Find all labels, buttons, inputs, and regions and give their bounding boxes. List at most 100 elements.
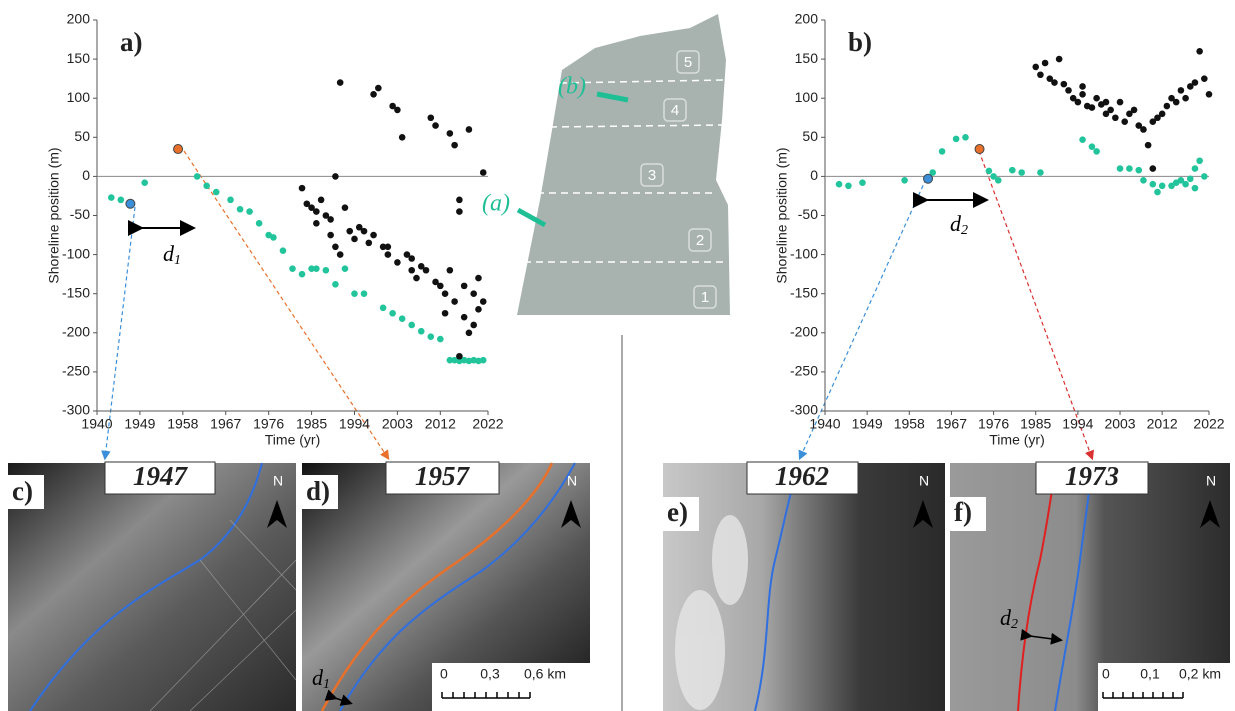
point xyxy=(465,126,473,133)
photo-f: N f) 1973 d2 0 0,1 0,2 km xyxy=(950,461,1230,711)
point xyxy=(952,135,960,143)
zone-label: 5 xyxy=(684,54,692,71)
point xyxy=(322,212,330,219)
x-tick-label: 1994 xyxy=(339,416,370,432)
point xyxy=(1140,126,1147,133)
x-tick-label: 1985 xyxy=(1020,416,1051,432)
y-tick-label: 50 xyxy=(74,128,90,144)
point xyxy=(246,208,253,215)
site-label: (a) xyxy=(482,191,510,217)
point xyxy=(1191,165,1199,172)
point xyxy=(341,265,349,272)
point xyxy=(1182,180,1189,188)
point xyxy=(298,270,306,278)
land xyxy=(517,14,730,315)
y-tick-label: -150 xyxy=(62,284,90,300)
point xyxy=(1102,110,1110,118)
y-tick-label: -200 xyxy=(790,324,818,340)
point xyxy=(236,205,244,213)
point xyxy=(417,263,425,270)
panel-label: a) xyxy=(120,27,143,57)
point xyxy=(1135,166,1143,174)
point xyxy=(212,188,220,196)
point xyxy=(1079,83,1086,90)
point xyxy=(441,309,449,317)
point xyxy=(1079,136,1086,143)
point xyxy=(1144,141,1152,149)
point xyxy=(427,333,435,341)
point xyxy=(475,306,482,313)
point xyxy=(446,356,454,364)
point xyxy=(413,274,420,282)
point xyxy=(990,173,997,180)
zone-label: 3 xyxy=(648,167,656,184)
point xyxy=(1112,114,1119,122)
x-tick-label: 1994 xyxy=(1062,416,1093,432)
site-label: (b) xyxy=(558,74,586,100)
distance-label: d2 xyxy=(1000,605,1018,632)
point xyxy=(1154,188,1161,196)
point xyxy=(479,298,487,305)
point xyxy=(470,290,477,298)
point xyxy=(929,169,937,176)
point xyxy=(125,198,136,209)
point xyxy=(1149,165,1157,172)
y-tick-label: -100 xyxy=(62,245,90,261)
site-marker xyxy=(596,91,629,103)
year-label: 1957 xyxy=(415,461,471,491)
point xyxy=(1088,104,1096,111)
point xyxy=(398,315,406,323)
scale-label: 0 xyxy=(1102,666,1110,682)
panel-label: c) xyxy=(12,476,33,506)
y-tick-label: 200 xyxy=(67,11,91,27)
scale-label: 0,2 km xyxy=(1179,666,1221,682)
point xyxy=(1158,110,1166,118)
point xyxy=(141,179,148,186)
point xyxy=(835,180,843,188)
point xyxy=(384,243,392,251)
point xyxy=(1182,94,1189,102)
point xyxy=(451,141,458,149)
x-tick-label: 1967 xyxy=(936,416,967,432)
point xyxy=(408,321,416,329)
point xyxy=(432,122,439,129)
zone-label: 1 xyxy=(701,289,709,306)
point xyxy=(1018,169,1025,176)
x-tick-label: 1940 xyxy=(81,416,112,432)
point xyxy=(441,290,449,298)
year-label: 1962 xyxy=(775,461,829,491)
panel-label: d) xyxy=(306,476,330,506)
point xyxy=(389,102,396,110)
point xyxy=(1116,98,1124,106)
point xyxy=(1079,90,1086,98)
point xyxy=(456,208,463,215)
point xyxy=(1055,55,1063,63)
point xyxy=(173,144,184,155)
photo-e: N e) 1962 xyxy=(663,461,945,711)
point xyxy=(270,234,277,241)
point xyxy=(1126,110,1133,118)
point xyxy=(117,196,125,204)
x-tick-label: 2003 xyxy=(1104,416,1135,432)
point xyxy=(1168,182,1175,190)
point xyxy=(327,216,334,223)
point xyxy=(446,266,454,274)
point xyxy=(370,90,377,98)
point xyxy=(446,130,454,137)
point xyxy=(938,148,946,155)
point xyxy=(1032,63,1040,71)
point xyxy=(379,304,387,312)
scale-label: 0 xyxy=(440,666,448,682)
point xyxy=(437,335,444,343)
point xyxy=(332,243,339,251)
y-axis-label: Shoreline position (m) xyxy=(46,147,62,283)
point xyxy=(1154,114,1161,122)
point xyxy=(1065,87,1072,94)
point xyxy=(1093,148,1100,155)
point xyxy=(1163,102,1171,110)
y-tick-label: -200 xyxy=(62,324,90,340)
y-tick-label: 100 xyxy=(795,89,819,105)
point xyxy=(313,220,320,227)
